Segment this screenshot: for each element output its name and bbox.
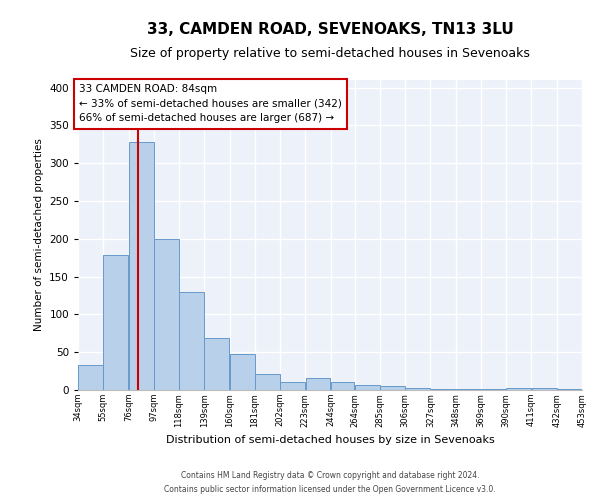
Bar [557,389,582,390]
Bar [355,384,380,390]
Bar [305,378,331,390]
Bar [103,256,128,390]
Bar [506,388,531,390]
Text: Contains HM Land Registry data © Crown copyright and database right 2024.: Contains HM Land Registry data © Crown c… [181,472,479,480]
Y-axis label: Number of semi-detached properties: Number of semi-detached properties [34,138,44,332]
Bar [154,239,179,390]
Text: 33, CAMDEN ROAD, SEVENOAKS, TN13 3LU: 33, CAMDEN ROAD, SEVENOAKS, TN13 3LU [146,22,514,38]
Bar [280,382,305,390]
Bar [532,388,557,390]
Text: Contains public sector information licensed under the Open Government Licence v3: Contains public sector information licen… [164,484,496,494]
Bar [129,142,154,390]
Bar [406,388,430,390]
Bar [78,365,103,390]
Bar [331,382,355,390]
Bar [582,388,600,390]
Bar [255,374,280,390]
Bar [380,386,405,390]
Bar [431,389,455,390]
Text: 33 CAMDEN ROAD: 84sqm
← 33% of semi-detached houses are smaller (342)
66% of sem: 33 CAMDEN ROAD: 84sqm ← 33% of semi-deta… [79,84,342,124]
Bar [179,292,204,390]
Text: Size of property relative to semi-detached houses in Sevenoaks: Size of property relative to semi-detach… [130,48,530,60]
Bar [456,389,481,390]
X-axis label: Distribution of semi-detached houses by size in Sevenoaks: Distribution of semi-detached houses by … [166,435,494,445]
Bar [481,389,506,390]
Bar [205,338,229,390]
Bar [230,354,254,390]
